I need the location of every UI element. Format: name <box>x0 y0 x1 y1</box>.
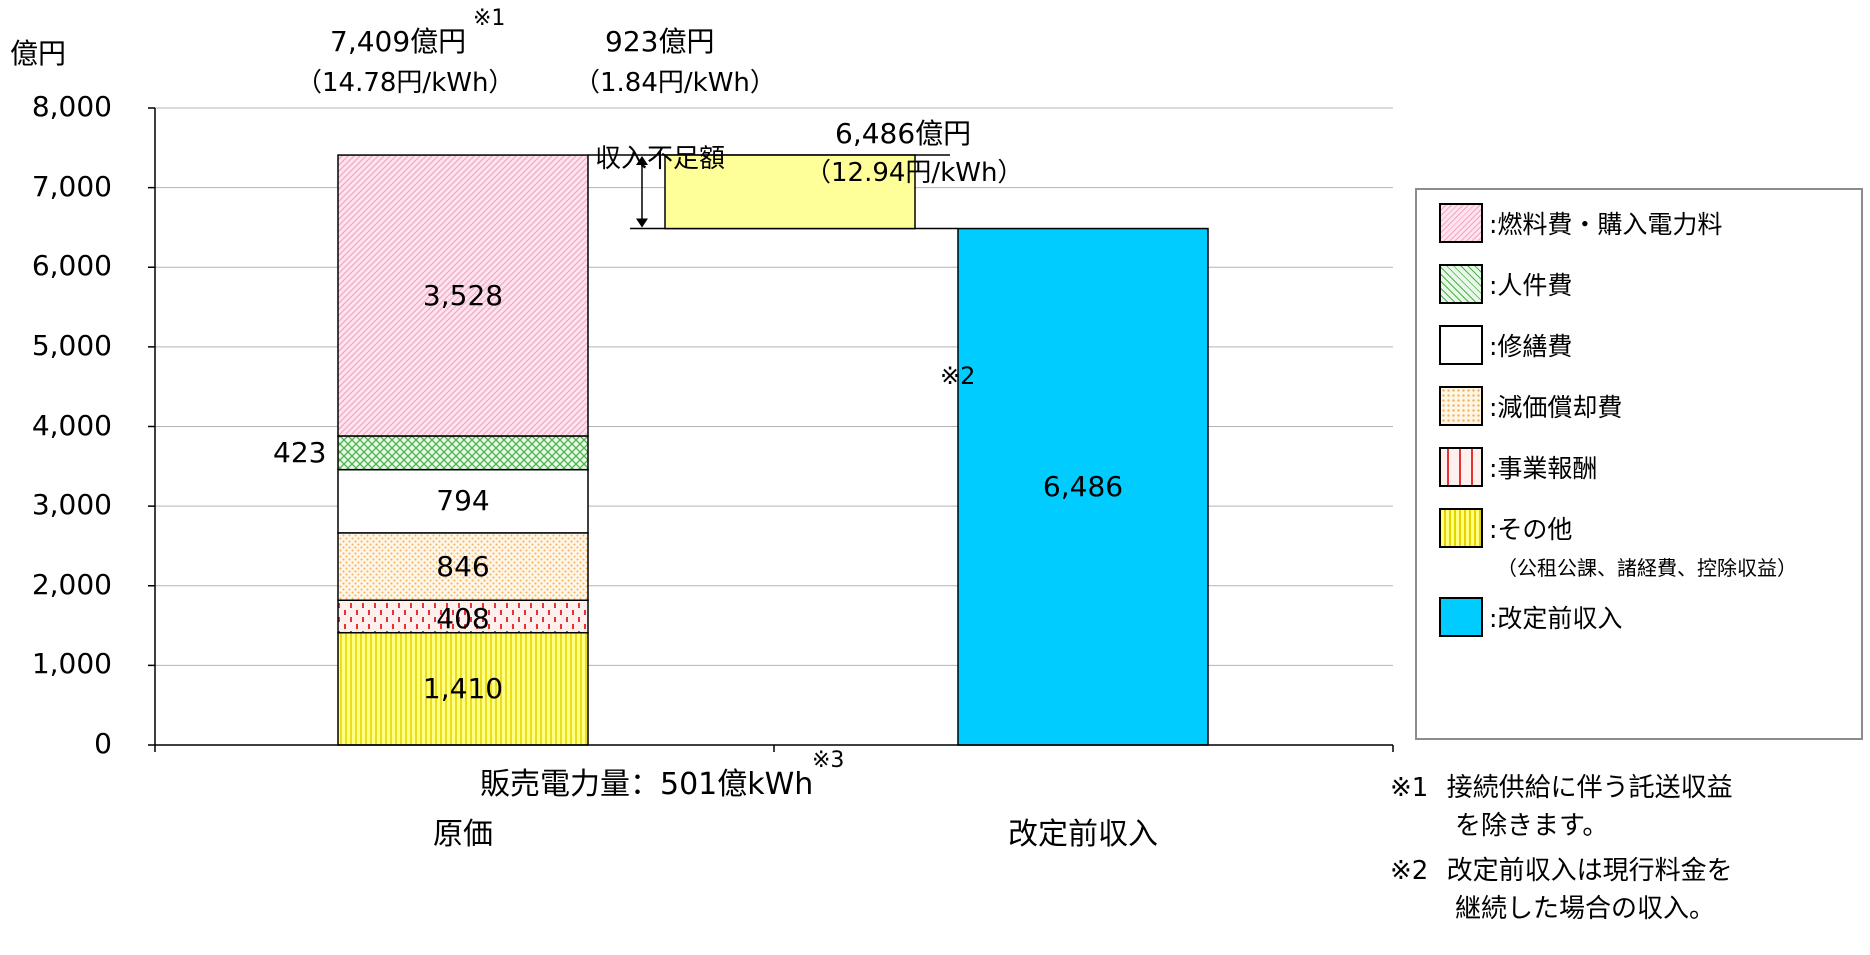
shortfall-box <box>664 154 916 230</box>
bar-value-label: 846 <box>436 549 490 583</box>
unit-price-cost: （14.78円/kWh） <box>296 68 515 98</box>
legend-label-repair: :修繕費 <box>1489 332 1573 361</box>
legend-item-personnel: :人件費 <box>1439 264 1572 304</box>
bar-footnote-mark-2: ※2 <box>940 362 976 390</box>
x-axis-label: 販売電力量：501億kWh <box>480 770 813 800</box>
footnote-2-line2: 継続した場合の収入。 <box>1455 894 1716 924</box>
bars <box>337 154 1209 746</box>
bar-value-label: 794 <box>436 484 490 518</box>
bar-value-label: 1,410 <box>422 671 504 705</box>
legend-item-other: :その他 <box>1439 508 1572 548</box>
bar-segment <box>337 599 589 634</box>
bar-segment <box>337 435 589 471</box>
y-tick-label: 3,000 <box>31 488 112 522</box>
bar-value-label: 423 <box>273 435 327 469</box>
bar-value-label: 6,486 <box>1042 469 1124 503</box>
footnote-2-line1: 改定前収入は現行料金を <box>1446 856 1733 886</box>
legend-item-fuel: :燃料費・購入電力料 <box>1439 203 1722 243</box>
bar-segment <box>957 227 1209 746</box>
footnote-mark-1: ※1 <box>473 6 506 31</box>
y-tick-label: 5,000 <box>31 328 112 362</box>
legend-swatch-revenue <box>1439 597 1483 637</box>
x-category-label: 原価 <box>433 817 493 852</box>
x-axis-label-text: 販売電力量：501億kWh <box>480 767 814 802</box>
footnote-1-line2: を除きます。 <box>1455 811 1609 841</box>
legend-label-depreciation: :減価償却費 <box>1489 393 1623 422</box>
legend-swatch-business-return <box>1439 447 1483 487</box>
bar-segment <box>337 154 589 437</box>
shortfall-arrow-down <box>636 218 648 228</box>
legend-label-other: :その他 <box>1489 515 1573 544</box>
legend-label-fuel: :燃料費・購入電力料 <box>1489 210 1723 239</box>
bar-segment <box>337 532 589 601</box>
footnote-2: ※2 改定前収入は現行料金を <box>1390 858 1733 884</box>
footnote-1-mark: ※1 <box>1390 773 1429 803</box>
shortfall-label: 収入不足額 <box>595 144 726 174</box>
footnote-1: ※1 接続供給に伴う託送収益 <box>1390 775 1733 801</box>
legend-label-business-return: :事業報酬 <box>1489 454 1598 483</box>
y-tick-label: 4,000 <box>31 408 112 442</box>
legend-item-repair: :修繕費 <box>1439 325 1572 365</box>
bar-segment <box>337 468 589 534</box>
shortfall-unit-price: （1.84円/kWh） <box>574 68 776 98</box>
legend-label-personnel: :人件費 <box>1489 271 1573 300</box>
y-tick-label: 0 <box>94 727 112 760</box>
y-tick-label: 6,000 <box>31 249 112 283</box>
shortfall-arrow-up <box>636 156 648 166</box>
bar-value-label: 3,528 <box>422 278 504 312</box>
legend-item-depreciation: :減価償却費 <box>1439 386 1622 426</box>
x-category-label: 改定前収入 <box>1008 817 1158 852</box>
legend-label-other-sub: （公租公課、諸経費、控除収益） <box>1497 556 1797 580</box>
y-tick-label: 8,000 <box>31 90 112 123</box>
unit-price-revenue: （12.94円/kWh） <box>805 158 1024 188</box>
y-tick-label: 7,000 <box>31 169 112 203</box>
shortfall-amount: 923億円 <box>605 25 715 58</box>
y-tick-label: 1,000 <box>31 647 112 681</box>
y-tick-label: 2,000 <box>31 567 112 601</box>
y-axis-unit: 億円 <box>10 37 67 70</box>
legend-swatch-depreciation <box>1439 386 1483 426</box>
total-label-cost: 7,409億円 <box>330 25 467 58</box>
footnote-1-line1: 接続供給に伴う託送収益 <box>1446 773 1733 803</box>
legend-item-business-return: :事業報酬 <box>1439 447 1597 487</box>
legend-item-revenue: :改定前収入 <box>1439 597 1622 637</box>
total-label-revenue: 6,486億円 <box>835 117 972 150</box>
bar-value-label: 408 <box>436 601 490 635</box>
axes <box>148 107 1394 752</box>
legend-swatch-repair <box>1439 325 1483 365</box>
legend-swatch-fuel <box>1439 203 1483 243</box>
legend-swatch-other <box>1439 508 1483 548</box>
legend-swatch-personnel <box>1439 264 1483 304</box>
bar-segment <box>337 631 589 746</box>
footnote-2-mark: ※2 <box>1390 856 1429 886</box>
legend-label-revenue: :改定前収入 <box>1489 604 1623 633</box>
footnote-mark-3: ※3 <box>812 748 845 773</box>
legend: :燃料費・購入電力料 :人件費 :修繕費 :減価償却費 :事業報酬 :その他 （… <box>1415 188 1863 740</box>
